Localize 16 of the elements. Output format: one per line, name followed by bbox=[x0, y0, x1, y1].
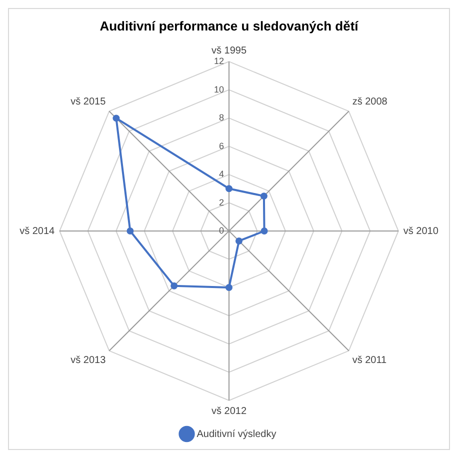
y-tick-label: 4 bbox=[218, 169, 224, 180]
y-tick-label: 6 bbox=[218, 140, 224, 151]
spoke-label: vš 1995 bbox=[211, 45, 247, 56]
legend-label: Auditivní výsledky bbox=[196, 428, 276, 440]
spoke-label: vš 2010 bbox=[403, 226, 439, 237]
spoke-label: vš 2015 bbox=[70, 96, 106, 108]
spoke-label: vš 2011 bbox=[352, 355, 388, 366]
y-tick-label: 2 bbox=[218, 197, 224, 208]
spoke-label: vš 2014 bbox=[20, 226, 56, 237]
spoke-label: vš 2012 bbox=[211, 406, 247, 418]
spoke-label: zš 2008 bbox=[352, 96, 388, 108]
chart-title: Auditivní performance u sledovaných dětí bbox=[100, 18, 359, 34]
y-tick-label: 8 bbox=[218, 112, 224, 123]
y-tick-label: 10 bbox=[214, 84, 224, 94]
y-tick-label: 12 bbox=[214, 56, 224, 66]
spoke-label: vš 2013 bbox=[70, 355, 106, 366]
